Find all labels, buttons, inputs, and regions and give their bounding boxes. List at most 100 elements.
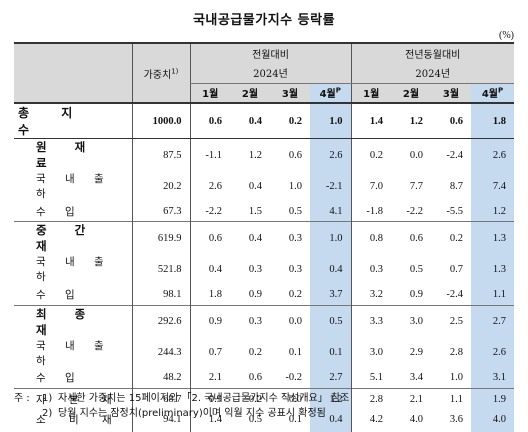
mom-cell: 0.4 [230, 103, 270, 139]
header-mom: 전월대비 [189, 42, 351, 63]
yoy-cell: 2.9 [409, 347, 423, 359]
weight-cell: 244.3 [131, 337, 190, 368]
weight-cell: 1000.0 [131, 103, 190, 139]
mom-cell: 0.0 [270, 429, 310, 432]
yoy-cell: 3.0 [350, 337, 391, 368]
yoy-cell: 0.8 [350, 221, 391, 255]
table-row: 소 비 재 94.1 1.4 0.5 0.1 0.4 4.2 4.0 3.6 4.0 [14, 409, 515, 430]
yoy-cell: 3.0 [391, 304, 431, 338]
row-name: 국 내 출 하 [36, 173, 112, 200]
weight-cell: 67.3 [131, 201, 190, 222]
mom-cell: 2.6 [189, 171, 230, 201]
weight-cell: 94.1 [131, 409, 190, 430]
unit-label: (%) [499, 30, 514, 41]
yoy-cell: 4.0 [471, 409, 515, 430]
yoy-cell: 0.5 [409, 263, 423, 275]
yoy-cell: 3.1 [471, 367, 515, 389]
mom-cell: 0.3 [270, 221, 310, 255]
row-name: 소 비 재 [36, 414, 122, 427]
mom-cell: -2.2 [189, 201, 230, 222]
mom-cell: 2.1 [189, 367, 230, 389]
mom-cell: 0.4 [230, 221, 270, 255]
weight-cell: 20.2 [131, 171, 190, 201]
mom-cell: 0.9 [189, 387, 230, 410]
mom-cell: 0.2 [270, 103, 310, 139]
table-row: 서 비 스129.70.60.20.00.23.02.62.42.3 [14, 429, 515, 432]
row-name: 원 재 료 [36, 140, 98, 170]
yoy-cell: 3.3 [350, 304, 391, 338]
yoy-cell: 2.8 [350, 387, 391, 410]
yoy-cell: 3.0 [350, 429, 391, 432]
mom-cell: 0.3 [288, 263, 302, 275]
mom-cell: 0.6 [189, 429, 230, 432]
mom-cell: 1.2 [248, 149, 262, 161]
weight-cell: 48.2 [131, 367, 190, 389]
mom-cell: 2.7 [310, 367, 351, 389]
mom-cell: -1.1 [189, 138, 230, 171]
table-row: 총 지 수 1000.0 0.6 0.4 0.2 1.0 1.4 1.2 0.6 1.8 [14, 103, 515, 139]
yoy-cell: 0.2 [350, 138, 391, 171]
yoy-cell: -5.5 [446, 205, 463, 217]
mom-cell: 0.5 [310, 304, 351, 338]
mom-cell: 0.9 [189, 304, 230, 338]
yoy-cell: 3.4 [409, 372, 423, 384]
yoy-cell: 3.2 [350, 284, 391, 306]
row-name: 국 내 출 하 [36, 339, 112, 367]
yoy-cell: 1.2 [391, 103, 431, 139]
mom-cell: 0.1 [288, 347, 302, 359]
page-title: 국내공급물가지수 등락률 [192, 13, 336, 28]
table-row: 국 내 출 하 521.8 0.4 0.3 0.3 0.4 0.3 0.5 0.7 1.3 [14, 254, 515, 285]
table-row: 중 간 재 619.9 0.6 0.4 0.3 1.0 0.8 0.6 0.2 1.3 [14, 221, 515, 255]
table-row: 최 종 재 292.6 0.9 0.3 0.0 0.5 3.3 3.0 2.5 2.7 [14, 304, 515, 338]
table-row: 수 입 98.1 1.8 0.9 0.2 3.7 3.2 0.9 -2.4 1.1 [14, 284, 515, 306]
yoy-cell: 2.6 [391, 429, 431, 432]
header-yoy-month-4: 4월P [471, 83, 515, 104]
table-row: 원 재 료 87.5 -1.1 1.2 0.6 2.6 0.2 0.0 -2.4 2.6 [14, 138, 515, 171]
mom-cell: 0.5 [288, 205, 302, 217]
yoy-cell: 0.3 [350, 254, 391, 285]
mom-cell: 0.3 [248, 263, 262, 275]
mom-cell: 1.0 [288, 180, 302, 192]
row-name: 총 지 수 [14, 103, 132, 139]
weight-cell: 87.5 [131, 138, 190, 171]
yoy-cell: 4.0 [409, 414, 423, 426]
row-name: 수 입 [36, 372, 83, 385]
header-yoy-month-1: 1월 [350, 83, 391, 104]
yoy-cell: 2.6 [471, 337, 515, 368]
mom-cell: 2.6 [310, 138, 351, 171]
header-weight: 가중치1) [131, 42, 190, 104]
yoy-cell: -2.2 [406, 205, 423, 217]
yoy-cell: 5.1 [350, 367, 391, 389]
yoy-cell: 1.0 [449, 372, 463, 384]
price-index-table: 가중치1) 전월대비 전년동월대비 2024년 2024년 1월 2월 3월 4월P 1… [14, 42, 515, 432]
mom-cell: 0.6 [189, 221, 230, 255]
row-name: 수 입 [36, 288, 83, 301]
mom-cell: 0.5 [248, 414, 262, 426]
header-mom-month-2: 2월 [230, 83, 270, 104]
yoy-cell: 0.6 [391, 221, 431, 255]
row-name: 자 본 재 [14, 387, 132, 410]
mom-cell: 0.2 [230, 387, 270, 410]
mom-cell: 1.5 [248, 205, 262, 217]
row-name: 수 입 [36, 205, 83, 218]
mom-cell: -0.2 [285, 372, 302, 384]
yoy-cell: 7.4 [471, 171, 515, 201]
yoy-cell: 0.9 [409, 288, 423, 300]
mom-cell: 0.7 [189, 337, 230, 368]
yoy-cell: 2.4 [431, 429, 471, 432]
weight-cell: 68.7 [131, 387, 190, 410]
table-row: 자 본 재 68.7 0.9 0.2 0.0 1.2 2.8 2.1 1.1 1.9 [14, 387, 515, 410]
table-row: 국 내 출 하 20.2 2.6 0.4 1.0 -2.1 7.0 7.7 8.7 7.4 [14, 171, 515, 201]
mom-cell: 0.4 [310, 409, 351, 430]
header-item-cell [14, 42, 132, 104]
footnotes: 주 :1) 자세한 가중치는 15페이지의 「2. 국내공급물가지수 작성개요」 … [14, 391, 349, 421]
mom-cell: 3.7 [310, 284, 351, 306]
mom-cell: 0.2 [248, 347, 262, 359]
mom-cell: 0.4 [248, 180, 262, 192]
mom-cell: 0.4 [310, 254, 351, 285]
yoy-cell: -1.8 [350, 201, 391, 222]
row-name: 최 종 재 [14, 304, 132, 338]
weight-cell: 292.6 [131, 304, 190, 338]
yoy-cell: 1.4 [350, 103, 391, 139]
yoy-cell: 2.3 [471, 429, 515, 432]
